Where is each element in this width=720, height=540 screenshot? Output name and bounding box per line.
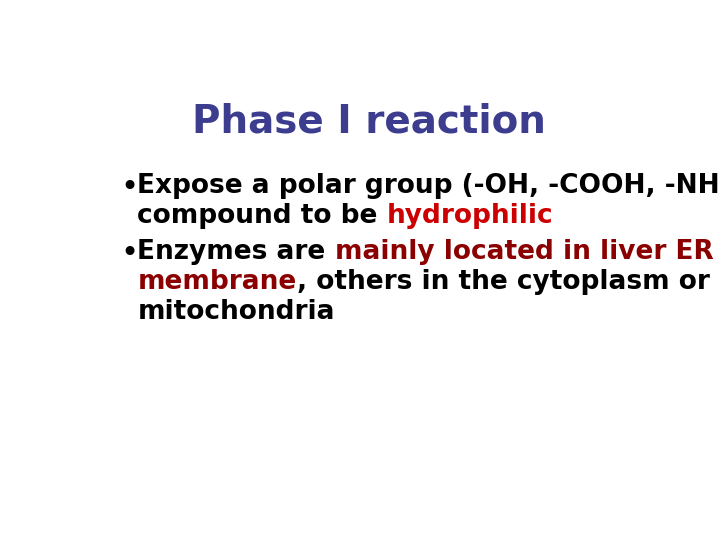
Text: •: • [121, 239, 139, 268]
Text: •: • [121, 173, 139, 202]
Text: Expose a polar group (-OH, -COOH, -NH: Expose a polar group (-OH, -COOH, -NH [138, 173, 720, 199]
Text: , others in the cytoplasm or: , others in the cytoplasm or [297, 269, 709, 295]
Text: compound to be: compound to be [138, 203, 387, 230]
Text: mitochondria: mitochondria [138, 299, 335, 325]
Text: hydrophilic: hydrophilic [387, 203, 554, 230]
Text: Phase I reaction: Phase I reaction [192, 102, 546, 140]
Text: membrane: membrane [138, 269, 297, 295]
Text: Enzymes are: Enzymes are [138, 239, 335, 265]
Text: mainly located in liver ER: mainly located in liver ER [335, 239, 714, 265]
